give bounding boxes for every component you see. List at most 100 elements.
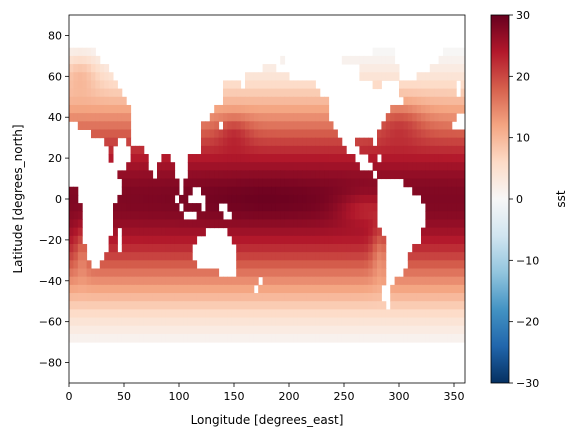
sst-cell	[289, 121, 294, 130]
sst-cell	[157, 186, 162, 196]
sst-cell	[258, 309, 264, 319]
sst-cell	[73, 268, 79, 278]
sst-cell	[284, 276, 290, 286]
sst-cell	[359, 284, 365, 294]
sst-cell	[183, 235, 189, 245]
sst-cell	[192, 154, 198, 163]
sst-cell	[240, 88, 246, 98]
sst-cell	[333, 276, 338, 286]
sst-cell	[231, 227, 237, 237]
sst-cell	[460, 243, 465, 253]
sst-cell	[258, 260, 264, 270]
sst-cell	[438, 268, 444, 278]
sst-cell	[245, 243, 250, 253]
sst-cell	[319, 333, 325, 343]
sst-cell	[447, 96, 453, 106]
sst-cell	[183, 317, 189, 327]
sst-cell	[82, 301, 88, 310]
sst-cell	[267, 252, 272, 261]
sst-cell	[297, 170, 303, 180]
sst-cell	[346, 284, 352, 294]
sst-cell	[407, 301, 413, 310]
sst-cell	[425, 129, 431, 139]
sst-cell	[271, 64, 277, 73]
sst-cell	[143, 284, 149, 294]
sst-cell	[69, 333, 74, 343]
sst-cell	[412, 170, 418, 180]
sst-cell	[91, 325, 96, 335]
sst-cell	[69, 252, 74, 261]
sst-cell	[425, 203, 431, 212]
sst-cell	[187, 317, 193, 327]
sst-cell	[227, 137, 233, 147]
sst-cell	[328, 227, 334, 237]
sst-cell	[275, 72, 281, 81]
sst-cell	[157, 260, 162, 270]
sst-cell	[416, 170, 422, 180]
sst-cell	[438, 317, 444, 327]
sst-cell	[148, 178, 154, 188]
sst-cell	[324, 276, 330, 286]
sst-cell	[377, 64, 382, 73]
sst-cell	[306, 154, 312, 163]
sst-cell	[258, 104, 264, 114]
sst-cell	[451, 64, 457, 73]
sst-cell	[236, 260, 242, 270]
sst-cell	[121, 301, 127, 310]
sst-cell	[381, 333, 387, 343]
sst-cell	[104, 284, 110, 294]
sst-cell	[346, 211, 352, 220]
sst-cell	[267, 219, 272, 229]
sst-cell	[170, 252, 176, 261]
sst-cell	[447, 333, 453, 343]
sst-cell	[333, 268, 338, 278]
sst-cell	[355, 317, 360, 327]
sst-cell	[425, 325, 431, 335]
sst-cell	[249, 333, 255, 343]
sst-cell	[407, 121, 413, 130]
sst-cell	[302, 145, 308, 155]
sst-cell	[319, 203, 325, 212]
sst-cell	[130, 178, 136, 188]
sst-cell	[289, 203, 294, 212]
sst-cell	[152, 260, 158, 270]
sst-cell	[170, 284, 176, 294]
sst-cell	[302, 96, 308, 106]
sst-cell	[209, 317, 215, 327]
sst-cell	[161, 333, 167, 343]
sst-cells	[69, 47, 465, 343]
sst-cell	[443, 80, 448, 90]
sst-cell	[311, 268, 316, 278]
sst-cell	[297, 293, 303, 302]
sst-cell	[297, 162, 303, 171]
sst-cell	[271, 317, 277, 327]
sst-cell	[289, 219, 294, 229]
sst-cell	[460, 268, 465, 278]
sst-cell	[262, 64, 268, 73]
sst-cell	[143, 276, 149, 286]
sst-cell	[139, 268, 145, 278]
sst-cell	[324, 260, 330, 270]
sst-cell	[359, 325, 365, 335]
sst-cell	[275, 178, 281, 188]
sst-cell	[451, 252, 457, 261]
sst-cell	[394, 145, 400, 155]
sst-cell	[429, 64, 435, 73]
sst-cell	[249, 137, 255, 147]
sst-cell	[456, 154, 462, 163]
sst-cell	[240, 268, 246, 278]
sst-cell	[438, 178, 444, 188]
sst-cell	[236, 121, 242, 130]
sst-cell	[438, 252, 444, 261]
sst-cell	[209, 137, 215, 147]
sst-cell	[355, 301, 360, 310]
sst-cell	[429, 194, 435, 204]
sst-cell	[293, 268, 299, 278]
sst-cell	[447, 47, 453, 57]
sst-cell	[99, 113, 105, 122]
sst-cell	[315, 268, 321, 278]
sst-cell	[447, 293, 453, 302]
sst-cell	[196, 276, 202, 286]
sst-cell	[183, 325, 189, 335]
sst-cell	[117, 203, 123, 212]
